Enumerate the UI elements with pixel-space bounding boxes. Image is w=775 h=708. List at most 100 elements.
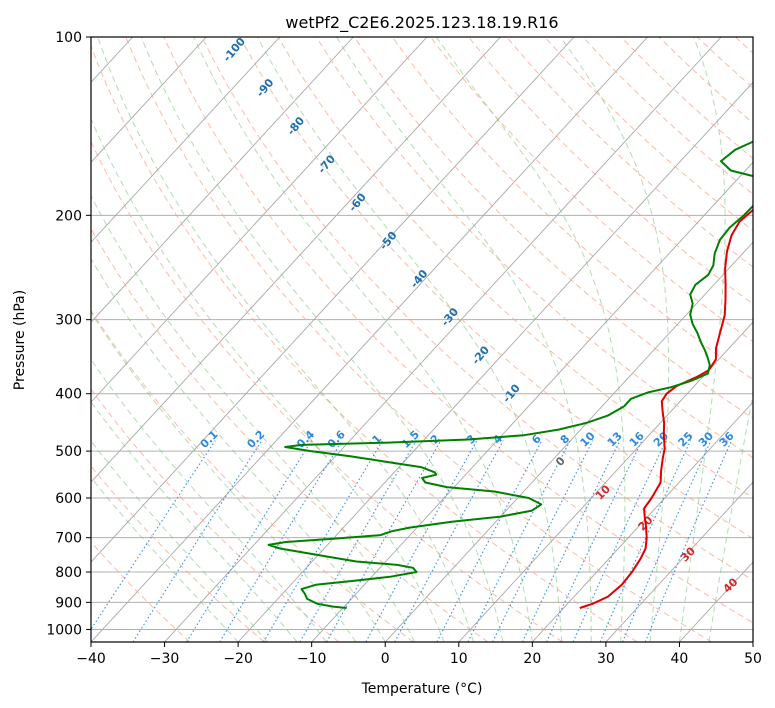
moist-adiabat-line <box>97 37 474 642</box>
mixing-ratio-label: 2 <box>428 432 443 447</box>
moist-adiabat-label: 0 <box>553 454 568 469</box>
isotherm-line <box>605 481 753 642</box>
x-tick-label: 40 <box>671 651 689 667</box>
mixing-ratio-label: 13 <box>605 429 625 449</box>
x-tick-label: −30 <box>150 651 180 667</box>
moist-adiabat-line <box>193 37 533 642</box>
mixing-ratio-line <box>326 440 442 642</box>
mixing-ratio-line <box>299 440 417 642</box>
isotherm-line <box>532 401 753 642</box>
moist-adiabat-line <box>91 358 327 642</box>
isotherm-line <box>458 321 753 642</box>
moist-adiabat-line <box>708 392 753 642</box>
mixing-ratio-label: 25 <box>676 429 696 449</box>
y-tick-label: 1000 <box>46 622 82 638</box>
isotherm-line <box>384 241 753 642</box>
y-tick-label: 400 <box>55 387 82 403</box>
x-tick-label: −20 <box>223 651 253 667</box>
x-tick-label: −40 <box>76 651 106 667</box>
isotherm-line <box>164 37 722 642</box>
x-tick-label: −10 <box>297 651 327 667</box>
mixing-ratio-line <box>219 440 343 642</box>
x-tick-label: 50 <box>744 651 762 667</box>
isotherm-line <box>91 37 207 163</box>
mixing-ratio-label: 0.1 <box>198 428 221 451</box>
mixing-ratio-line <box>546 440 643 642</box>
dry-adiabat-label: -70 <box>315 152 338 176</box>
profile-series <box>267 140 753 609</box>
mixing-ratio-line <box>436 440 543 642</box>
mixing-ratio-line <box>91 440 216 631</box>
moist-adiabat-line <box>91 440 268 642</box>
moist-adiabat-line <box>91 257 386 642</box>
mixing-ratio-line <box>644 440 733 642</box>
dry-adiabat-line <box>353 37 753 419</box>
y-tick-label: 100 <box>55 30 82 46</box>
x-tick-label: 0 <box>381 651 390 667</box>
mixing-ratio-label: 8 <box>558 432 573 447</box>
x-tick-label: 30 <box>597 651 615 667</box>
moist-adiabat-line <box>336 37 592 642</box>
isotherm-line <box>0 37 59 642</box>
dry-adiabat-line <box>696 37 753 89</box>
mixing-ratio-line <box>263 440 384 642</box>
moist-adiabat-label: 30 <box>678 544 698 564</box>
plot-frame <box>90 36 754 643</box>
y-tick-label: 600 <box>55 491 82 507</box>
x-axis-ticks: −40 −30 −20 −10 0 10 20 30 40 50 <box>76 642 762 667</box>
mixing-ratio-label: 0.6 <box>325 428 348 451</box>
dewpoint-line <box>267 140 753 609</box>
mixing-ratio-line <box>394 440 504 642</box>
dry-adiabat-label: -100 <box>220 35 248 65</box>
mixing-ratio-line <box>132 440 263 642</box>
moist-adiabat-line <box>678 37 726 642</box>
mixing-ratio-label: 36 <box>717 429 737 449</box>
y-tick-label: 300 <box>55 313 82 329</box>
isotherm-line <box>237 81 753 642</box>
dry-adiabat-line <box>544 37 753 231</box>
moist-adiabats <box>91 37 753 642</box>
dry-adiabat-line <box>125 37 713 642</box>
dry-adiabat-line <box>91 44 638 642</box>
mixing-ratio-label: 10 <box>578 429 598 449</box>
isotherm-line <box>91 37 354 323</box>
isotherm-line <box>91 37 281 243</box>
mixing-ratio-label: 20 <box>651 429 671 449</box>
dry-adiabat-line <box>91 140 563 642</box>
mixing-ratio-line <box>599 440 692 642</box>
dry-adiabat-label: -50 <box>377 229 400 253</box>
dry-adiabat-line <box>163 37 753 624</box>
mixing-ratio-label: 0.4 <box>294 428 317 451</box>
isotherm-line <box>91 37 428 403</box>
dry-adiabat-line <box>315 37 753 459</box>
mixing-ratio-label: 0.2 <box>244 428 267 451</box>
moist-adiabat-line <box>257 37 563 642</box>
x-tick-label: 10 <box>450 651 468 667</box>
isotherm-line <box>91 37 648 642</box>
dry-adiabat-line <box>91 541 191 642</box>
mixing-ratio-line <box>521 440 621 642</box>
dry-adiabat-line <box>506 37 753 268</box>
y-tick-label: 200 <box>55 208 82 224</box>
dry-adiabat-label: -30 <box>439 305 462 329</box>
moist-adiabat-line <box>91 117 445 642</box>
y-tick-label: 900 <box>55 595 82 611</box>
mixing-ratio-label: 16 <box>627 429 647 449</box>
dry-adiabat-line <box>239 37 753 540</box>
moist-adiabat-line <box>91 401 298 642</box>
mixing-ratio-line <box>186 440 313 642</box>
y-axis-ticks: 100 200 300 400 500 600 700 800 900 1000 <box>46 30 91 638</box>
moist-adiabat-line <box>91 311 357 642</box>
mixing-ratio-lines <box>91 440 733 642</box>
dry-adiabat-line <box>277 37 753 499</box>
isotherm-line <box>91 37 575 563</box>
dry-adiabat-label: -60 <box>346 190 369 214</box>
line-labels: 0.1 0.2 0.4 0.6 1 1.5 2 3 4 6 8 10 13 16 20 25 30 36-100-… <box>198 35 741 596</box>
dry-adiabat-label: -90 <box>254 76 277 100</box>
dry-adiabats <box>91 37 753 642</box>
moist-adiabat-line <box>559 37 670 642</box>
x-tick-label: 20 <box>523 651 541 667</box>
dry-adiabat-line <box>91 465 265 642</box>
dry-adiabat-line <box>391 37 753 381</box>
dry-adiabat-label: -10 <box>500 381 523 405</box>
